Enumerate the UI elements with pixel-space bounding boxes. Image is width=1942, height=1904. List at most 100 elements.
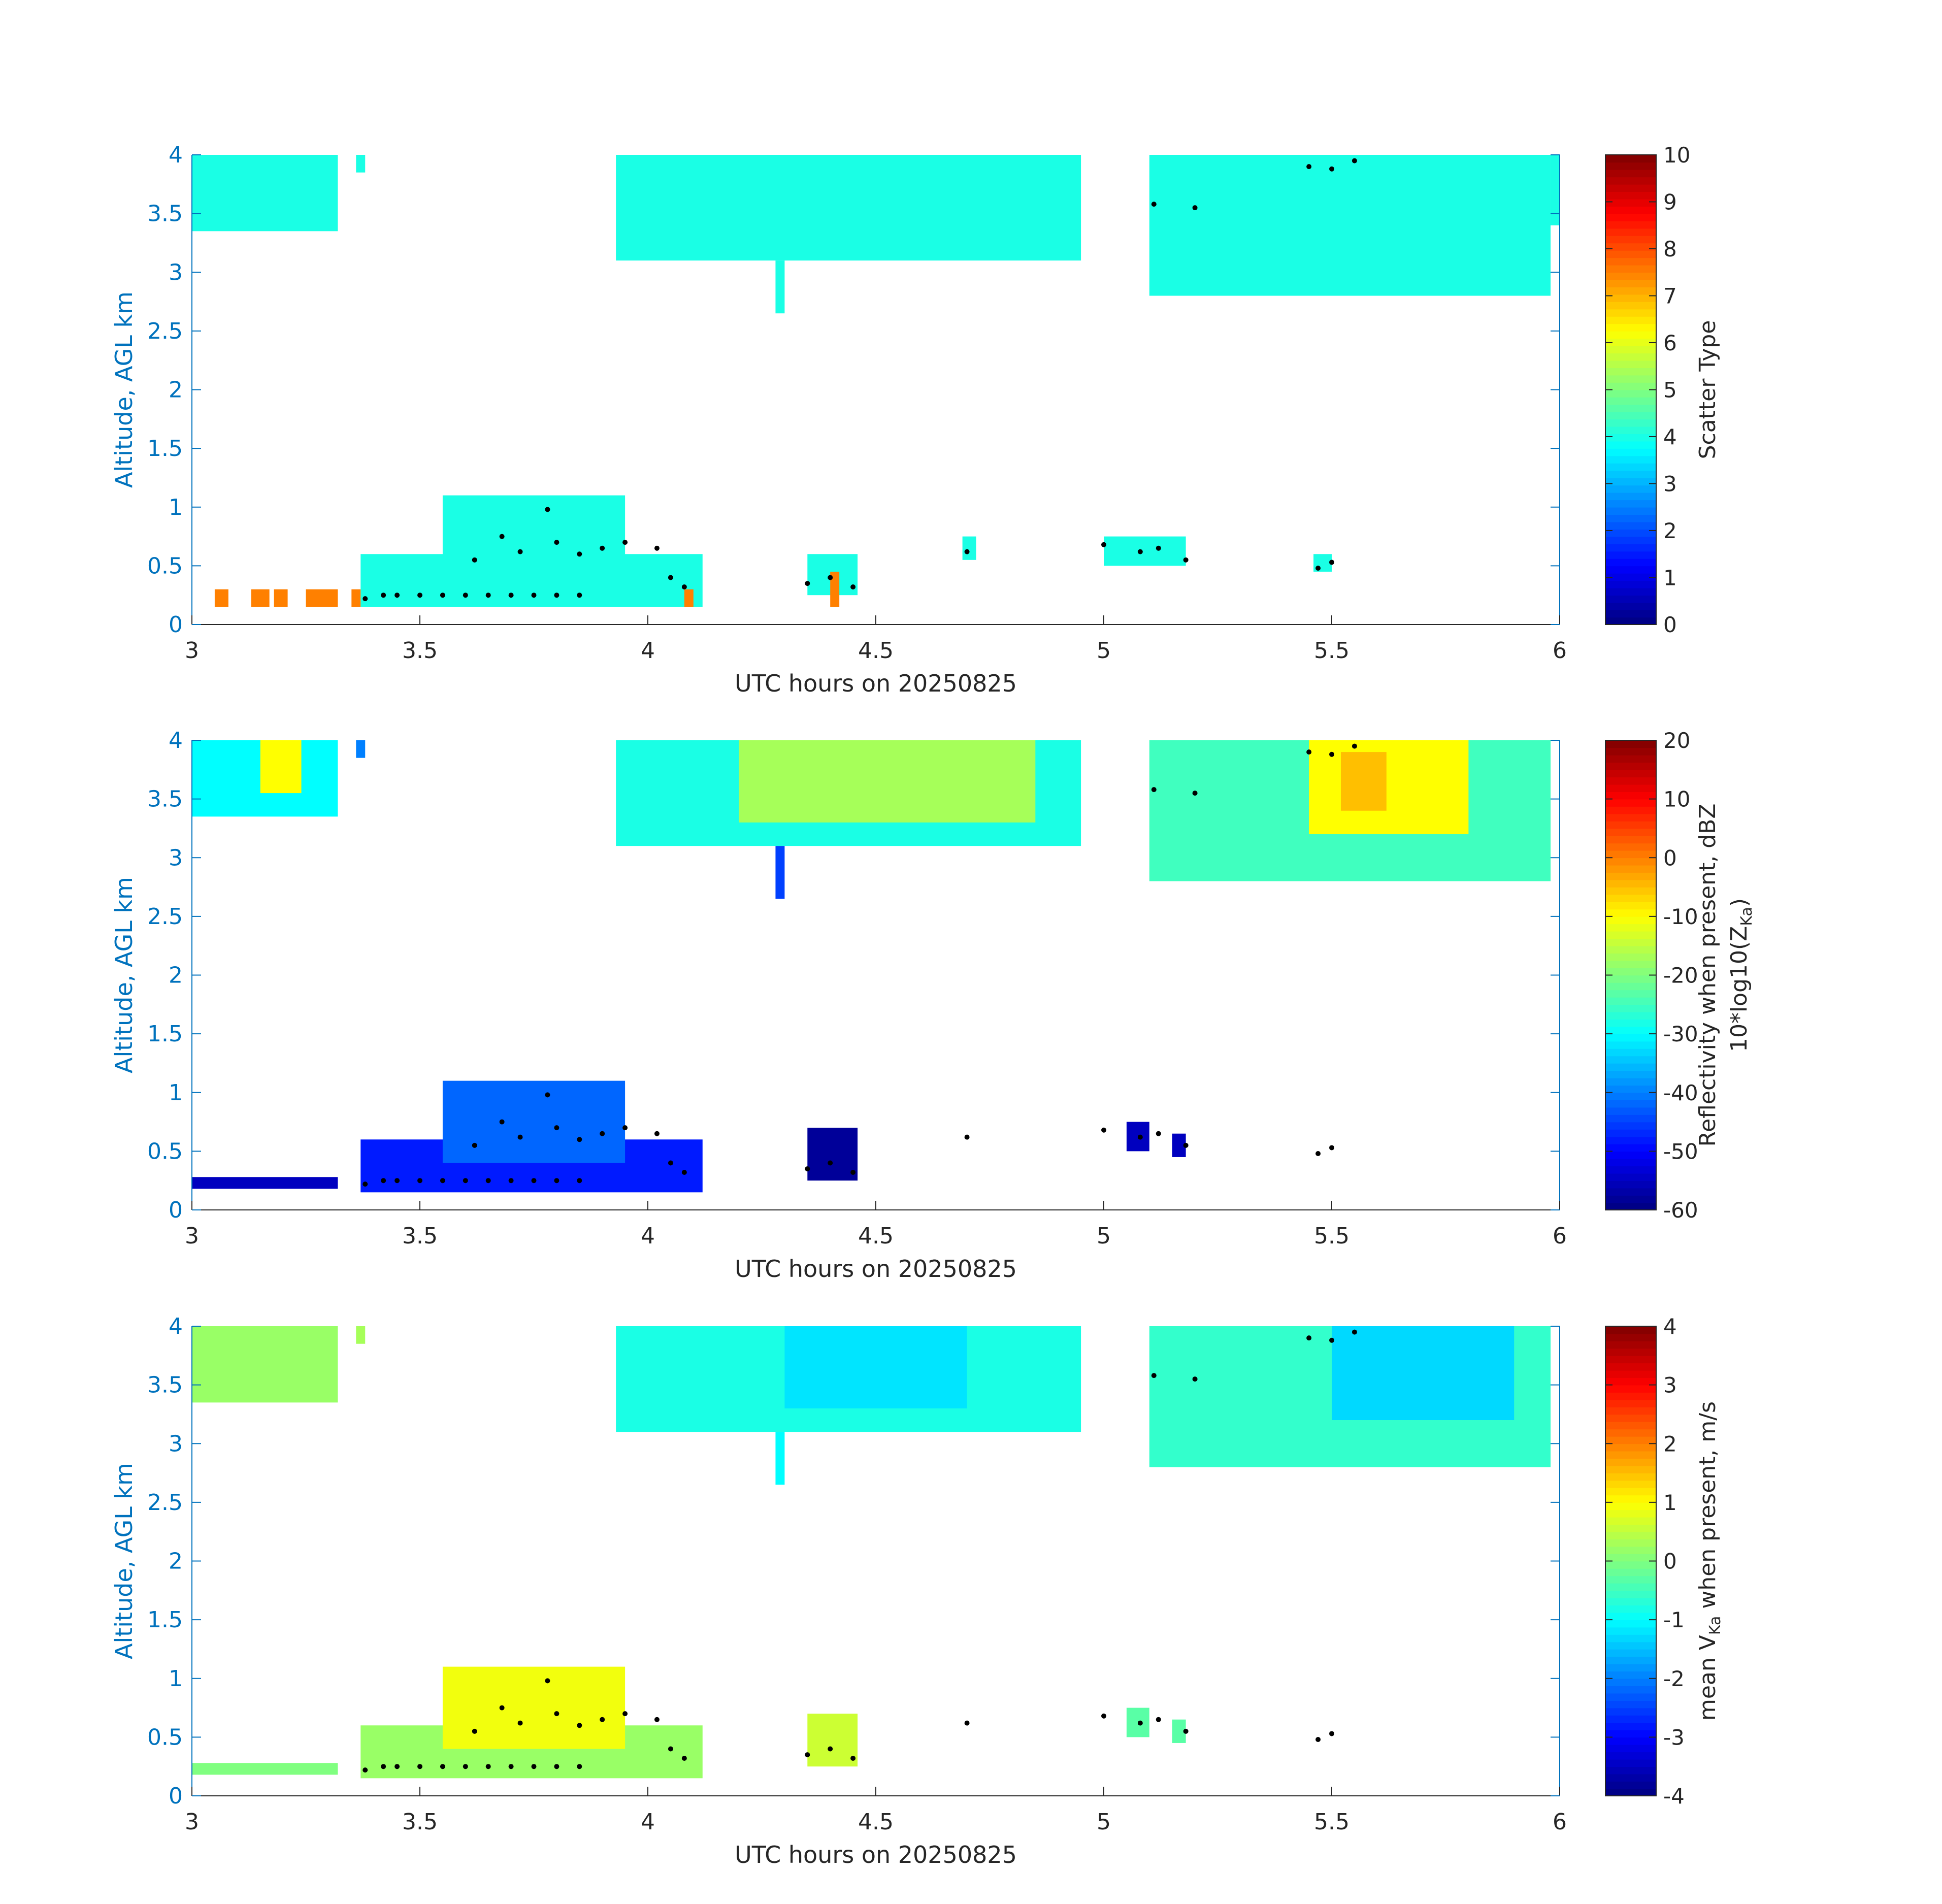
marker-point (850, 1756, 856, 1761)
marker-point (1156, 1131, 1161, 1136)
marker-point (828, 1160, 833, 1166)
heatmap-cell (1340, 752, 1387, 811)
marker-point (545, 1678, 550, 1684)
colorbar-step (1605, 235, 1656, 244)
marker-point (545, 507, 550, 512)
colorbar-step (1605, 389, 1656, 398)
colorbar-step (1605, 1202, 1656, 1210)
colorbar-step (1605, 155, 1656, 163)
colorbar-step (1605, 1436, 1656, 1445)
x-tick-label: 5.5 (1314, 1809, 1349, 1835)
heatmap-cell (214, 589, 228, 607)
colorbar-step (1605, 323, 1656, 332)
marker-point (545, 1092, 550, 1098)
colorbar-step (1605, 1406, 1656, 1415)
heatmap-cell (784, 1326, 967, 1408)
heatmap-cell (306, 589, 338, 607)
heatmap-cell (442, 1080, 626, 1163)
colorbar-step (1605, 872, 1656, 880)
marker-point (472, 1142, 477, 1148)
x-tick-label: 6 (1553, 638, 1567, 664)
colorbar-step (1605, 507, 1656, 515)
heatmap-cell (1104, 536, 1186, 566)
colorbar-step (1605, 191, 1656, 200)
colorbar-step (1605, 448, 1656, 456)
colorbar: -60 -50 -40 -30 -20 -10 0 10 20 Reflectivity when… (1605, 728, 1756, 1223)
heatmap-cell (962, 536, 976, 560)
marker-point (485, 1178, 491, 1184)
colorbar-tick-label: 1 (1663, 566, 1677, 590)
colorbar-step (1605, 1524, 1656, 1532)
colorbar-tick-label: 5 (1663, 378, 1677, 403)
y-tick-label: 4 (169, 142, 183, 168)
x-tick-label: 5.5 (1314, 638, 1349, 664)
marker-point (1352, 158, 1357, 163)
colorbar-step (1605, 529, 1656, 537)
y-tick-label: 3 (169, 259, 183, 285)
colorbar-step (1605, 1019, 1656, 1027)
heatmap-cell (260, 740, 302, 794)
colorbar-step (1605, 1451, 1656, 1459)
marker-point (394, 593, 400, 598)
colorbar-step (1605, 1539, 1656, 1547)
x-axis-label: UTC hours on 20250825 (735, 670, 1017, 697)
label-part: ) (1726, 898, 1752, 907)
x-tick-label: 4 (641, 638, 655, 664)
colorbar-step (1605, 777, 1656, 785)
colorbar-step (1605, 206, 1656, 214)
colorbar-step (1605, 1143, 1656, 1152)
marker-point (1137, 1720, 1143, 1726)
heatmap-cell (274, 589, 288, 607)
x-tick-label: 5.5 (1314, 1223, 1349, 1249)
colorbar-step (1605, 243, 1656, 251)
marker-point (964, 549, 970, 554)
y-tick-label: 4 (169, 728, 183, 753)
colorbar-step (1605, 938, 1656, 946)
colorbar-step (1605, 1605, 1656, 1613)
colorbar-step (1605, 799, 1656, 807)
marker-point (622, 1125, 628, 1131)
label-part: when present, m/s (1695, 1401, 1721, 1616)
colorbar-step (1605, 1575, 1656, 1584)
marker-point (622, 1711, 628, 1717)
heatmap-cell (1332, 1326, 1515, 1420)
colorbar-step (1605, 272, 1656, 280)
colorbar-tick-label: 4 (1663, 1314, 1677, 1339)
colorbar-tick-label: -2 (1663, 1666, 1685, 1691)
colorbar-step (1605, 1077, 1656, 1086)
colorbar-step (1605, 1583, 1656, 1591)
colorbar-step (1605, 1788, 1656, 1796)
marker-point (1329, 560, 1334, 565)
colorbar: 0 1 2 3 4 5 6 7 8 9 10 Scatter Type (1605, 143, 1721, 637)
colorbar-step (1605, 916, 1656, 925)
colorbar-step (1605, 901, 1656, 910)
marker-point (363, 1767, 368, 1773)
colorbar-step (1605, 1399, 1656, 1407)
x-tick-label: 4.5 (858, 1223, 894, 1249)
colorbar-step (1605, 1056, 1656, 1064)
colorbar-step (1605, 858, 1656, 866)
x-tick-label: 5 (1097, 1809, 1111, 1835)
colorbar-step (1605, 1041, 1656, 1049)
x-tick-label: 5 (1097, 1223, 1111, 1249)
heatmap-cell (356, 1326, 366, 1344)
chart-panel-2: 3 3.5 4 4.5 5 5.5 6 0 0.5 1 1.5 2 2.5 3 3.5 4 UTC hours … (110, 728, 1756, 1283)
colorbar-step (1605, 1333, 1656, 1341)
y-tick-label: 1 (169, 495, 183, 520)
marker-point (1352, 743, 1357, 749)
heatmap-cell (1309, 740, 1469, 834)
colorbar-step (1605, 843, 1656, 851)
marker-point (1315, 1151, 1321, 1156)
marker-point (363, 596, 368, 602)
colorbar-step (1605, 1443, 1656, 1452)
colorbar-step (1605, 1188, 1656, 1196)
colorbar-step (1605, 1026, 1656, 1034)
colorbar-step (1605, 1663, 1656, 1672)
colorbar-step (1605, 177, 1656, 185)
colorbar-step (1605, 521, 1656, 530)
colorbar-step (1605, 1744, 1656, 1753)
colorbar-step (1605, 368, 1656, 376)
colorbar-step (1605, 1465, 1656, 1473)
colorbar-step (1605, 1708, 1656, 1716)
marker-point (600, 1717, 605, 1722)
